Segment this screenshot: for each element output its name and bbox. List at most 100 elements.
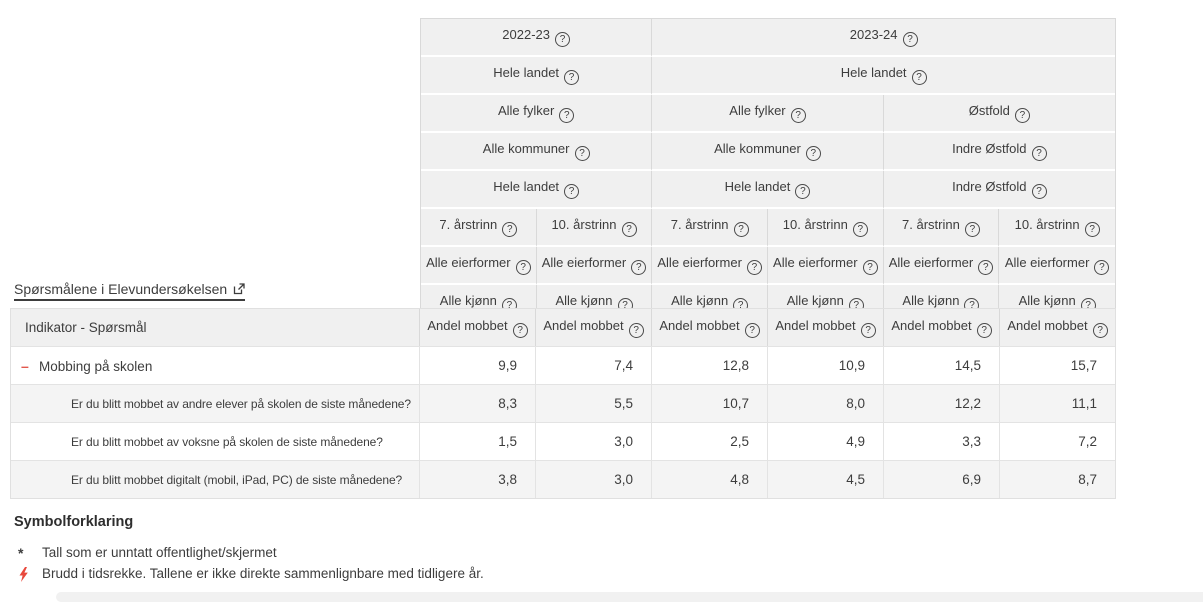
indicator-table-block: Indikator - Spørsmål Andel mobbet? Andel m… bbox=[10, 308, 1116, 499]
value-cell: 14,5 bbox=[883, 346, 999, 384]
filter-header-row: Alle eierformer? Alle eierformer? Alle eie… bbox=[421, 247, 1115, 285]
row-label-cell: Er du blitt mobbet av voksne på skolen d… bbox=[11, 422, 419, 460]
measure-cell: Andel mobbet? bbox=[999, 309, 1115, 346]
filter-header-label: Hele landet bbox=[493, 65, 560, 80]
filter-header-label: 7. årstrinn bbox=[902, 217, 960, 232]
filter-header-label: Alle kjønn bbox=[902, 293, 960, 308]
table-row: – Mobbing på skolen 9,9 7,4 12,8 10,9 14,5 15,7 bbox=[11, 346, 1115, 384]
filter-header-cell: Hele landet? bbox=[421, 57, 653, 95]
help-icon[interactable]: ? bbox=[964, 222, 980, 237]
measure-label: Andel mobbet bbox=[891, 317, 972, 333]
help-icon[interactable]: ? bbox=[574, 146, 590, 161]
filter-header-label: Alle kjønn bbox=[439, 293, 497, 308]
filter-header-cell: 7. årstrinn? bbox=[652, 209, 768, 247]
value-cell: 4,5 bbox=[767, 460, 883, 498]
help-icon[interactable]: ? bbox=[564, 70, 580, 85]
survey-questions-link[interactable]: Spørsmålene i Elevundersøkelsen bbox=[14, 281, 246, 301]
filter-header-label: Alle fylker bbox=[729, 103, 786, 118]
value-cell: 5,5 bbox=[535, 384, 651, 422]
help-icon[interactable]: ? bbox=[1092, 322, 1108, 338]
asterisk-symbol: * bbox=[18, 545, 24, 561]
filter-header-label: 10. årstrinn bbox=[1014, 217, 1080, 232]
filter-header-cell: Alle eierformer? bbox=[767, 247, 884, 285]
filter-header-label: 10. årstrinn bbox=[551, 217, 617, 232]
help-icon[interactable]: ? bbox=[805, 146, 821, 161]
filter-header-cell: Hele landet? bbox=[652, 171, 884, 209]
row-label-cell: – Mobbing på skolen bbox=[11, 346, 419, 384]
help-icon[interactable]: ? bbox=[512, 322, 528, 338]
value-cell: 7,4 bbox=[535, 346, 651, 384]
help-icon[interactable]: ? bbox=[1031, 146, 1047, 161]
value-cell: 12,8 bbox=[651, 346, 767, 384]
lightning-bolt-icon bbox=[19, 567, 28, 582]
measure-label: Andel mobbet bbox=[1007, 317, 1088, 333]
filter-header-cell: Alle kommuner? bbox=[421, 133, 653, 171]
help-icon[interactable]: ? bbox=[559, 108, 575, 123]
filter-header-cell: Alle eierformer? bbox=[999, 247, 1115, 285]
filter-header-row: Alle kommuner? Alle kommuner? Indre Østfol… bbox=[421, 133, 1115, 171]
help-icon[interactable]: ? bbox=[902, 32, 918, 47]
help-icon[interactable]: ? bbox=[746, 260, 762, 275]
help-icon[interactable]: ? bbox=[621, 222, 637, 237]
legend-item: Brudd i tidsrekke. Tallene er ikke direk… bbox=[14, 564, 484, 584]
help-icon[interactable]: ? bbox=[628, 322, 644, 338]
filter-header-label: 10. årstrinn bbox=[782, 217, 848, 232]
help-icon[interactable]: ? bbox=[1094, 260, 1110, 275]
filter-header-cell: 10. årstrinn? bbox=[999, 209, 1115, 247]
help-icon[interactable]: ? bbox=[515, 260, 531, 275]
help-icon[interactable]: ? bbox=[795, 184, 811, 199]
table-row: Er du blitt mobbet av voksne på skolen d… bbox=[11, 422, 1115, 460]
external-link-icon bbox=[234, 283, 245, 295]
filter-header-table: 2022-23? 2023-24? Hele landet? Hele landet?… bbox=[421, 19, 1115, 321]
value-cell: 4,8 bbox=[651, 460, 767, 498]
help-icon[interactable]: ? bbox=[564, 184, 580, 199]
help-icon[interactable]: ? bbox=[733, 222, 749, 237]
help-icon[interactable]: ? bbox=[631, 260, 647, 275]
help-icon[interactable]: ? bbox=[555, 32, 571, 47]
filter-header-label: Alle kjønn bbox=[671, 293, 729, 308]
filter-header-row: Hele landet? Hele landet? bbox=[421, 57, 1115, 95]
help-icon[interactable]: ? bbox=[1014, 108, 1030, 123]
help-icon[interactable]: ? bbox=[1084, 222, 1100, 237]
filter-header-label: Alle eierformer bbox=[541, 255, 627, 270]
filter-header-label: Alle eierformer bbox=[773, 255, 858, 270]
legend-item-text: Tall som er unntatt offentlighet/skjerme… bbox=[42, 545, 277, 560]
filter-header-row: 7. årstrinn? 10. årstrinn? 7. årstrinn? 10.… bbox=[421, 209, 1115, 247]
help-icon[interactable]: ? bbox=[911, 70, 927, 85]
symbol-legend: Symbolforklaring * Tall som er unntatt o… bbox=[14, 514, 484, 585]
help-icon[interactable]: ? bbox=[502, 222, 518, 237]
value-cell: 3,3 bbox=[883, 422, 999, 460]
horizontal-scrollbar[interactable] bbox=[56, 592, 1203, 602]
filter-header-cell: 2023-24? bbox=[652, 19, 1115, 57]
help-icon[interactable]: ? bbox=[976, 322, 992, 338]
collapse-toggle[interactable]: – bbox=[21, 357, 29, 374]
filter-header-label: 7. årstrinn bbox=[670, 217, 729, 232]
row-label: Er du blitt mobbet av andre elever på sk… bbox=[71, 396, 411, 411]
row-label: Mobbing på skolen bbox=[39, 358, 153, 374]
value-cell: 4,9 bbox=[767, 422, 883, 460]
survey-questions-link-label: Spørsmålene i Elevundersøkelsen bbox=[14, 281, 228, 297]
help-icon[interactable]: ? bbox=[1031, 184, 1047, 199]
filter-header-label: 7. årstrinn bbox=[439, 217, 498, 232]
measure-label: Andel mobbet bbox=[775, 317, 856, 333]
help-icon[interactable]: ? bbox=[790, 108, 806, 123]
row-label-cell: Er du blitt mobbet digitalt (mobil, iPad… bbox=[11, 460, 419, 498]
help-icon[interactable]: ? bbox=[860, 322, 876, 338]
filter-header-label: Hele landet bbox=[493, 179, 560, 194]
table-row: Er du blitt mobbet av andre elever på sk… bbox=[11, 384, 1115, 422]
help-icon[interactable]: ? bbox=[744, 322, 760, 338]
filter-header-label: Hele landet bbox=[724, 179, 791, 194]
help-icon[interactable]: ? bbox=[852, 222, 868, 237]
legend-item: * Tall som er unntatt offentlighet/skjer… bbox=[14, 543, 484, 563]
filter-header-cell: 2022-23? bbox=[421, 19, 653, 57]
filter-header-row: Hele landet? Hele landet? Indre Østfold? bbox=[421, 171, 1115, 209]
filter-header-cell: Hele landet? bbox=[421, 171, 653, 209]
help-icon[interactable]: ? bbox=[862, 260, 878, 275]
corner-label-cell: Indikator - Spørsmål bbox=[11, 309, 419, 346]
help-icon[interactable]: ? bbox=[978, 260, 994, 275]
filter-header-row: Alle fylker? Alle fylker? Østfold? bbox=[421, 95, 1115, 133]
filter-header-block: 2022-23? 2023-24? Hele landet? Hele landet?… bbox=[420, 18, 1116, 322]
filter-header-cell: Alle eierformer? bbox=[421, 247, 537, 285]
filter-header-cell: 7. årstrinn? bbox=[421, 209, 537, 247]
measure-cell: Andel mobbet? bbox=[651, 309, 767, 346]
